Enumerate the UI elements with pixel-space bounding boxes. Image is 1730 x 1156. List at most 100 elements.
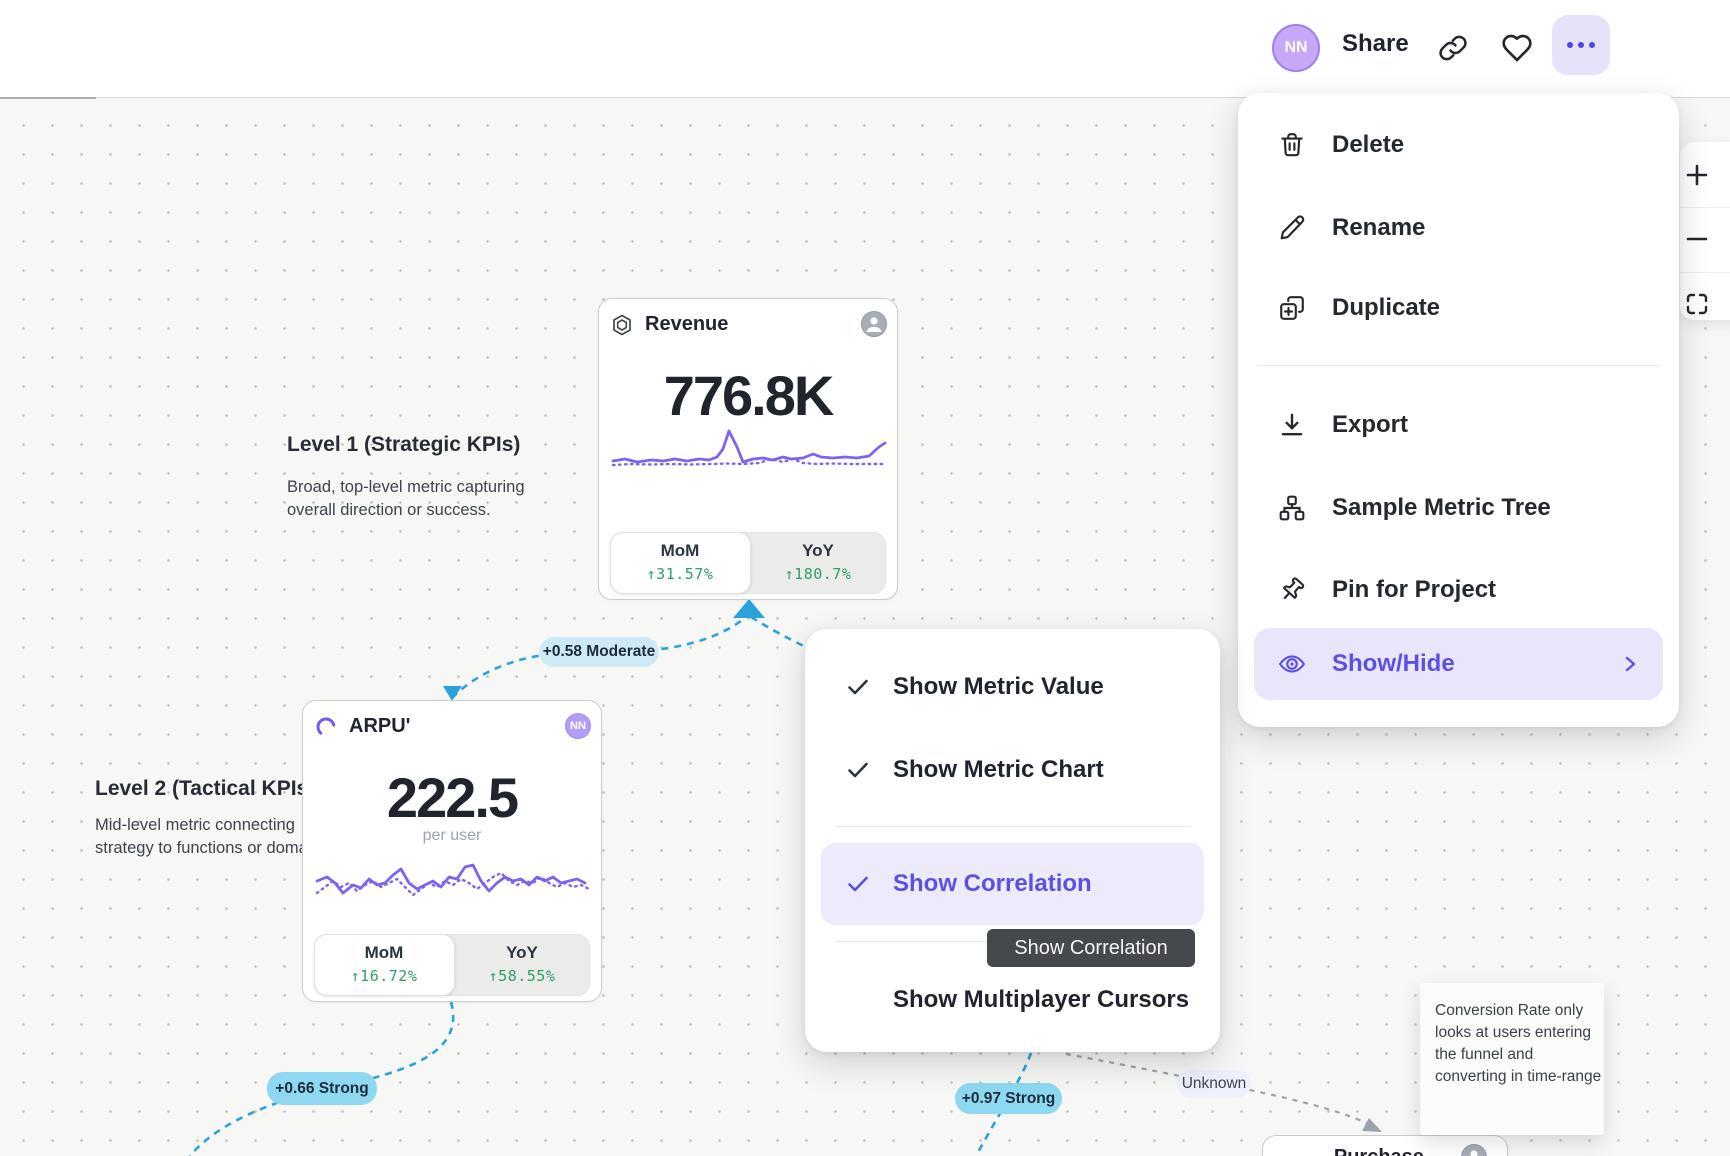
share-button[interactable]: Share <box>1342 30 1409 57</box>
metric-card-arpu[interactable]: ARPU' NN 222.5 per user MoM ↑16.72% YoY … <box>302 700 602 1002</box>
context-menu: Delete Rename Duplicate Export <box>1238 93 1679 727</box>
note-line4: converting in time-range <box>1435 1068 1602 1085</box>
plus-icon <box>1686 164 1708 186</box>
correlation-badge-unknown[interactable]: Unknown <box>1177 1070 1251 1098</box>
check-icon <box>848 876 868 892</box>
menu-item-pin-for-project[interactable]: Pin for Project <box>1254 562 1663 618</box>
arc-metric-icon <box>316 717 336 736</box>
trash-icon <box>1281 133 1303 157</box>
eye-icon <box>1278 655 1306 673</box>
level2-desc-line1: Mid-level metric connecting <box>95 816 295 834</box>
user-avatar[interactable]: NN <box>1272 24 1320 72</box>
menu-item-label: Sample Metric Tree <box>1332 494 1551 521</box>
level1-desc-line1: Broad, top-level metric capturing <box>287 478 525 496</box>
level1-description: Broad, top-level metric capturing overal… <box>287 476 525 522</box>
metric-card-purchase[interactable]: Purchase Conversion R <box>1262 1135 1508 1156</box>
correlation-badge-moderate[interactable]: +0.58 Moderate <box>539 637 659 667</box>
person-icon <box>866 317 882 332</box>
arpu-owner-avatar[interactable]: NN <box>565 713 591 739</box>
correlation-badge-strong-1[interactable]: +0.66 Strong <box>267 1072 377 1105</box>
check-icon <box>848 679 868 695</box>
submenu-item-label: Show Metric Chart <box>893 756 1104 783</box>
submenu-item-show-correlation[interactable]: Show Correlation <box>821 843 1204 925</box>
menu-item-show-hide[interactable]: Show/Hide <box>1254 628 1663 700</box>
submenu-item-show-metric-value[interactable]: Show Metric Value <box>805 659 1220 715</box>
arpu-card-title: ARPU' <box>349 715 411 737</box>
level2-title: Level 2 (Tactical KPIs) <box>95 777 316 800</box>
revenue-owner-avatar[interactable] <box>861 311 887 337</box>
arpu-yoy-value: ↑58.55% <box>488 967 556 985</box>
purchase-card-title: Purchase Conversion R <box>1334 1146 1507 1156</box>
note-line3: the funnel and <box>1435 1046 1534 1063</box>
download-icon <box>1281 413 1303 436</box>
toolbar-divider <box>1680 207 1730 208</box>
menu-item-label: Rename <box>1332 214 1426 241</box>
submenu-item-show-metric-chart[interactable]: Show Metric Chart <box>805 742 1220 798</box>
metric-card-revenue[interactable]: Revenue 776.8K MoM ↑31.57% YoY ↑180.7% <box>598 298 898 600</box>
revenue-sparkline <box>611 429 887 467</box>
submenu-item-show-multiplayer-cursors[interactable]: Show Multiplayer Cursors <box>805 972 1220 1028</box>
menu-item-label: Export <box>1332 411 1409 438</box>
revenue-card-header: Revenue <box>611 313 728 336</box>
more-options-button[interactable] <box>1552 15 1610 75</box>
menu-item-label: Show/Hide <box>1332 650 1455 677</box>
link-icon <box>1439 35 1467 61</box>
minus-icon <box>1686 237 1708 241</box>
revenue-yoy-label[interactable]: YoY <box>802 541 834 560</box>
purchase-card-header: Purchase Conversion R <box>1304 1146 1507 1156</box>
zoom-out-button[interactable] <box>1683 225 1711 253</box>
heart-icon <box>1502 34 1532 62</box>
menu-item-duplicate[interactable]: Duplicate <box>1254 280 1663 336</box>
fit-screen-icon <box>1686 293 1708 315</box>
menu-item-label: Duplicate <box>1332 294 1441 321</box>
zoom-in-button[interactable] <box>1683 161 1711 189</box>
menu-item-rename[interactable]: Rename <box>1254 200 1663 256</box>
zoom-toolbar <box>1680 142 1730 320</box>
revenue-tab-mom[interactable] <box>610 532 751 594</box>
revenue-mom-value: ↑31.57% <box>646 565 714 583</box>
note-line2: looks at users entering <box>1435 1024 1591 1041</box>
correlation-badge-strong-2[interactable]: +0.97 Strong <box>955 1083 1062 1114</box>
top-bar: NN Share <box>0 0 1730 97</box>
menu-divider <box>1258 365 1659 366</box>
annotation-note[interactable]: Conversion Rate only looks at users ente… <box>1420 983 1604 1135</box>
menu-item-label: Pin for Project <box>1332 576 1497 603</box>
pin-icon <box>1282 577 1305 600</box>
level2-description: Mid-level metric connecting strategy to … <box>95 814 308 860</box>
arpu-yoy-label[interactable]: YoY <box>506 943 538 962</box>
submenu-item-label: Show Correlation <box>893 870 1092 897</box>
menu-item-label: Delete <box>1332 131 1405 158</box>
arpu-mom-value: ↑16.72% <box>350 967 418 985</box>
metric-hexagon-icon <box>613 314 631 335</box>
menu-item-export[interactable]: Export <box>1254 397 1663 453</box>
revenue-period-tabs: MoM ↑31.57% YoY ↑180.7% <box>610 532 886 594</box>
arpu-tab-mom[interactable] <box>314 934 455 996</box>
canvas-edge-fragment <box>0 96 96 99</box>
chevron-right-icon <box>1625 656 1636 672</box>
pencil-icon <box>1280 215 1305 240</box>
fit-view-button[interactable] <box>1683 290 1711 318</box>
arpu-sparkline <box>315 863 591 897</box>
submenu-item-label: Show Metric Value <box>893 673 1104 700</box>
arpu-unit: per user <box>422 827 482 844</box>
menu-item-sample-metric-tree[interactable]: Sample Metric Tree <box>1254 480 1663 536</box>
favorite-button[interactable] <box>1495 26 1539 70</box>
copy-link-button[interactable] <box>1431 26 1475 70</box>
menu-item-delete[interactable]: Delete <box>1254 117 1663 173</box>
show-correlation-tooltip: Show Correlation <box>987 929 1195 967</box>
revenue-value: 776.8K <box>663 364 835 427</box>
toolbar-divider <box>1680 272 1730 273</box>
level1-title: Level 1 (Strategic KPIs) <box>287 433 521 456</box>
note-line1: Conversion Rate only <box>1435 1002 1584 1019</box>
revenue-card-title: Revenue <box>645 313 729 335</box>
level1-desc-line2: overall direction or success. <box>287 501 491 519</box>
revenue-yoy-value: ↑180.7% <box>784 565 852 583</box>
dot <box>1589 42 1595 48</box>
check-icon <box>848 762 868 778</box>
arpu-value: 222.5 <box>386 766 519 829</box>
show-hide-submenu: Show Metric Value Show Metric Chart Show… <box>805 629 1220 1052</box>
arpu-mom-label: MoM <box>364 943 404 962</box>
arpu-period-tabs: MoM ↑16.72% YoY ↑58.55% <box>314 934 590 996</box>
arpu-card-header: ARPU' <box>315 715 410 738</box>
